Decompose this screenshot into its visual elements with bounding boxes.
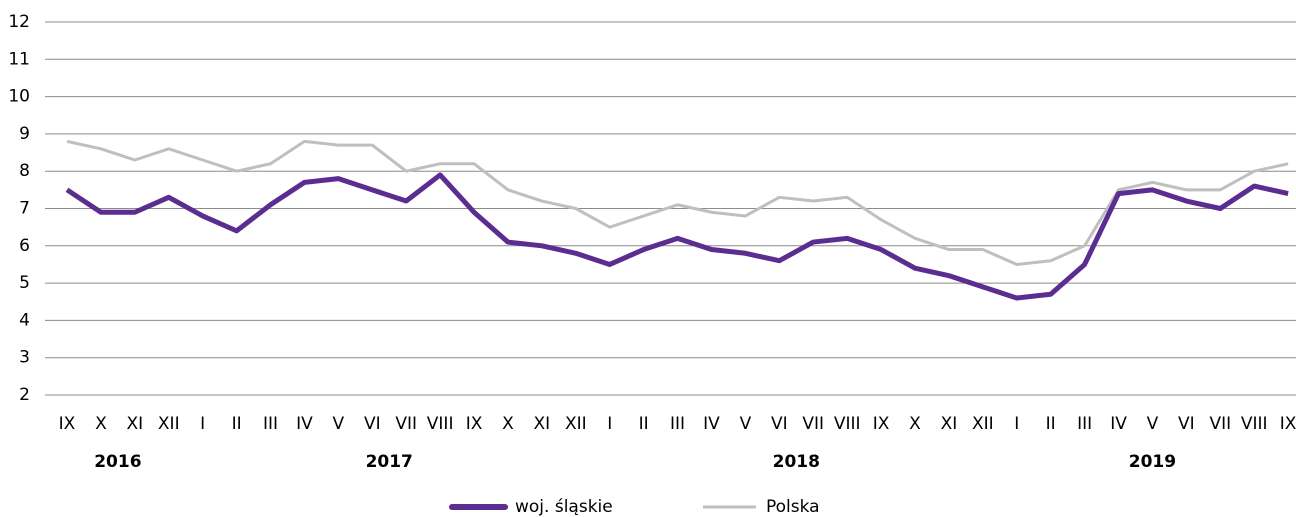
- y-tick-label: 7: [19, 199, 30, 219]
- x-tick-label: VIII: [427, 414, 454, 434]
- x-tick-label: V: [333, 414, 345, 434]
- x-tick-label: VI: [771, 414, 788, 434]
- x-tick-label: XII: [565, 414, 587, 434]
- x-tick-label: II: [639, 414, 649, 434]
- y-tick-label: 8: [19, 161, 30, 181]
- x-tick-label: IX: [873, 414, 890, 434]
- x-tick-label: XII: [158, 414, 180, 434]
- y-tick-label: 5: [19, 273, 30, 293]
- x-tick-label: XI: [941, 414, 958, 434]
- x-tick-label: VII: [395, 414, 417, 434]
- x-tick-label: X: [909, 414, 921, 434]
- x-tick-label: XII: [972, 414, 994, 434]
- x-tick-label: IX: [59, 414, 76, 434]
- x-tick-label: XI: [127, 414, 144, 434]
- x-tick-label: III: [670, 414, 685, 434]
- y-tick-label: 11: [8, 49, 30, 69]
- x-tick-label: VI: [364, 414, 381, 434]
- y-tick-label: 4: [19, 310, 30, 330]
- y-tick-label: 3: [19, 348, 30, 368]
- year-label: 2017: [366, 452, 413, 472]
- x-tick-label: V: [1147, 414, 1159, 434]
- x-tick-label: X: [95, 414, 107, 434]
- series-line: [65, 172, 1289, 301]
- x-tick-label: I: [607, 414, 612, 434]
- x-tick-label: VIII: [1241, 414, 1268, 434]
- series-line: [66, 139, 1289, 266]
- x-tick-label: XI: [534, 414, 551, 434]
- x-tick-label: IV: [296, 414, 313, 434]
- y-tick-label: 2: [19, 385, 30, 405]
- legend-label: Polska: [766, 497, 820, 517]
- x-tick-label: II: [1046, 414, 1056, 434]
- x-tick-label: X: [502, 414, 514, 434]
- x-tick-label: I: [200, 414, 205, 434]
- x-tick-label: VII: [1209, 414, 1231, 434]
- y-tick-label: 9: [19, 124, 30, 144]
- year-label: 2016: [94, 452, 141, 472]
- x-tick-label: IV: [1110, 414, 1127, 434]
- x-tick-label: VII: [802, 414, 824, 434]
- x-tick-label: IX: [1280, 414, 1296, 434]
- legend-label: woj. śląskie: [515, 497, 613, 517]
- x-tick-label: VI: [1178, 414, 1195, 434]
- x-tick-label: VIII: [834, 414, 861, 434]
- x-tick-label: I: [1014, 414, 1019, 434]
- x-tick-label: IV: [703, 414, 720, 434]
- x-tick-label: II: [232, 414, 242, 434]
- y-tick-label: 12: [8, 12, 30, 32]
- x-tick-label: IX: [466, 414, 483, 434]
- x-tick-label: III: [1077, 414, 1092, 434]
- year-label: 2019: [1129, 452, 1176, 472]
- x-tick-label: V: [740, 414, 752, 434]
- year-label: 2018: [773, 452, 820, 472]
- y-tick-label: 10: [8, 87, 30, 107]
- y-tick-label: 6: [19, 236, 30, 256]
- x-tick-label: III: [263, 414, 278, 434]
